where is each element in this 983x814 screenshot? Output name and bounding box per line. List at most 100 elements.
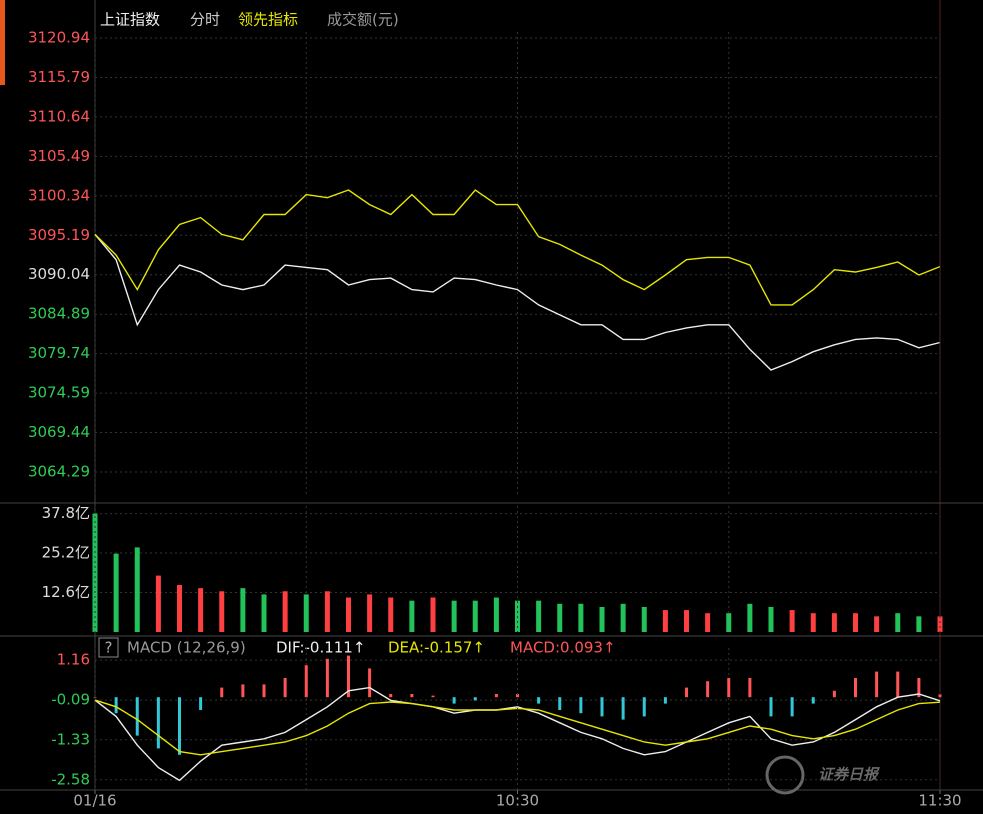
- volume-bar: [810, 613, 816, 632]
- y-tick-label: -0.09: [51, 691, 90, 709]
- x-tick-label: 10:30: [496, 792, 539, 810]
- macd-bar: [832, 690, 836, 698]
- volume-bar: [155, 575, 161, 632]
- side-accent: [0, 0, 5, 85]
- y-tick-label: 3064.29: [28, 463, 90, 481]
- volume-bar: [747, 603, 753, 632]
- tab[interactable]: 分时: [190, 11, 220, 29]
- macd-bar: [790, 697, 794, 717]
- macd-bar: [727, 678, 731, 698]
- macd-bar: [135, 697, 139, 736]
- x-tick-label: 01/16: [73, 792, 116, 810]
- y-tick-label: 3115.79: [28, 68, 90, 86]
- y-tick-label: 3084.89: [28, 305, 90, 323]
- macd-bar: [621, 697, 625, 720]
- y-tick-label: 3100.34: [28, 186, 90, 204]
- macd-bar: [410, 694, 414, 698]
- x-tick-label: 11:30: [918, 792, 961, 810]
- macd-bar: [156, 697, 160, 749]
- macd-bar: [748, 678, 752, 698]
- watermark: 证券日报: [818, 766, 880, 784]
- volume-bar: [641, 606, 647, 632]
- macd-bar: [93, 697, 97, 698]
- macd-bar: [368, 668, 372, 698]
- volume-bar: [874, 616, 880, 632]
- macd-bar: [452, 697, 456, 704]
- macd-bar: [283, 678, 287, 698]
- tab[interactable]: 成交额(元): [327, 11, 399, 29]
- volume-bar: [599, 606, 605, 632]
- help-button[interactable]: [98, 637, 119, 658]
- y-tick-label: -2.58: [51, 770, 90, 788]
- volume-bar: [705, 613, 711, 632]
- volume-bar: [620, 603, 626, 632]
- volume-bar: [557, 603, 563, 632]
- price-line: [94, 233, 941, 371]
- macd-bar: [938, 694, 942, 698]
- volume-bar: [472, 600, 478, 632]
- legend-leading[interactable]: 领先指标: [238, 11, 298, 29]
- macd-bar: [347, 655, 350, 698]
- y-tick-label: 3079.74: [28, 344, 90, 362]
- y-tick-label: 3120.94: [28, 29, 90, 47]
- y-tick-label: 37.8亿: [42, 504, 90, 522]
- y-tick-label: 3105.49: [28, 147, 90, 165]
- volume-bar: [430, 597, 436, 632]
- macd-bar: [178, 697, 181, 755]
- volume-bar: [367, 594, 373, 632]
- macd-bar: [811, 697, 815, 704]
- volume-bar: [261, 594, 267, 632]
- y-tick-label: 3095.19: [28, 226, 90, 244]
- macd-bar: [663, 697, 667, 704]
- macd-bar: [389, 694, 393, 698]
- macd-bar: [854, 678, 857, 698]
- macd-bar: [304, 665, 308, 698]
- legend-price[interactable]: 上证指数: [100, 11, 160, 29]
- indicator-title: MACD (12,26,9): [127, 639, 246, 657]
- macd-bar: [516, 694, 519, 698]
- y-tick-label: 25.2亿: [42, 544, 90, 562]
- volume-bar: [240, 588, 246, 632]
- macd-bar: [494, 694, 498, 698]
- macd-bar: [241, 684, 245, 698]
- macd-bar: [642, 697, 646, 717]
- legend-dea: DEA:-0.157↑: [388, 639, 485, 657]
- macd-bar: [579, 697, 583, 714]
- volume-bar: [853, 613, 858, 632]
- macd-bar: [600, 697, 604, 717]
- help-button-label[interactable]: ?: [105, 639, 113, 657]
- macd-bar: [685, 687, 688, 698]
- volume-bar: [388, 597, 394, 632]
- volume-bar: [895, 613, 901, 632]
- y-tick-label: 1.16: [57, 651, 90, 669]
- price-line: [94, 189, 941, 306]
- volume-bar: [303, 594, 309, 632]
- y-tick-label: 3090.04: [28, 265, 90, 283]
- y-tick-label: -1.33: [51, 730, 90, 748]
- macd-bar: [769, 697, 773, 717]
- volume-bar: [451, 600, 457, 632]
- y-tick-label: 3110.64: [28, 107, 90, 125]
- volume-bar: [282, 591, 288, 632]
- volume-bar: [219, 591, 225, 632]
- macd-bar: [473, 697, 477, 701]
- volume-bar: [937, 616, 943, 632]
- volume-bar: [684, 610, 689, 632]
- volume-bar: [113, 553, 119, 632]
- y-tick-label: 3074.59: [28, 384, 90, 402]
- volume-bar: [726, 613, 732, 632]
- macd-bar: [262, 684, 266, 698]
- macd-bar: [875, 671, 879, 698]
- macd-bar: [199, 697, 203, 710]
- volume-bar: [177, 585, 182, 632]
- macd-bar: [537, 697, 541, 704]
- macd-bar: [917, 678, 921, 698]
- macd-bar: [558, 697, 562, 710]
- volume-bar: [831, 613, 837, 632]
- volume-bar: [662, 610, 668, 632]
- y-tick-label: 12.6亿: [42, 583, 90, 601]
- macd-bar: [896, 671, 900, 698]
